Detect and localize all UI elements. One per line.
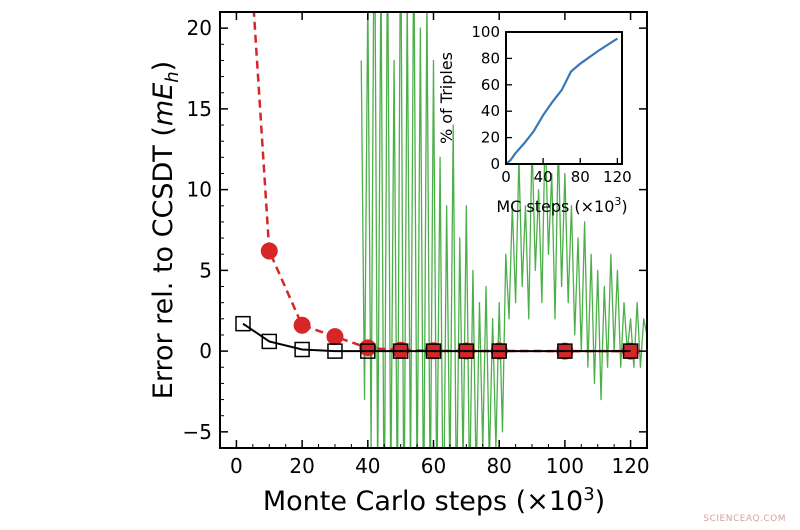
green-trace-layer: [360, 12, 647, 448]
black-square-marker: [425, 343, 442, 359]
main-x-ticks: 0 20 40 60 80 100 120: [219, 12, 650, 478]
inset-x-ticks: 0 40 80 120: [501, 158, 632, 186]
y-tick-label: 15: [187, 97, 212, 121]
y-tick-label: 0: [199, 339, 212, 363]
x-axis-title: Monte Carlo steps (×103): [263, 484, 605, 517]
inset-y-tick-label: 40: [481, 102, 500, 120]
black-square-marker: [327, 343, 343, 359]
y-tick-label: 10: [187, 178, 212, 202]
y-tick-label: −5: [183, 420, 212, 444]
x-tick-label: 60: [421, 454, 446, 478]
black-solid-line: [242, 322, 631, 353]
inset-y-ticks: 0 20 40 60 80 100: [471, 23, 512, 173]
black-square-marker: [622, 343, 639, 359]
x-tick-label: 0: [230, 454, 243, 478]
inset-x-axis-title: MC steps (×103): [496, 195, 627, 216]
inset-x-tick-label: 120: [603, 168, 632, 186]
x-tick-label: 20: [289, 454, 314, 478]
x-tick-label: 100: [546, 454, 584, 478]
black-square-marker: [557, 343, 573, 359]
main-plot: 0 20 40 60 80 100 120 −5 0 5 10 15 20 Monte Carlo s…: [148, 11, 650, 517]
black-square-marker: [491, 343, 507, 359]
x-tick-label: 120: [611, 454, 649, 478]
red-circle-marker: [326, 328, 344, 346]
inset-frame: [505, 31, 623, 165]
black-square-marker: [392, 343, 409, 359]
black-square-marker: [235, 315, 251, 332]
inset-x-tick-label: 0: [501, 168, 511, 186]
x-tick-label: 40: [355, 454, 380, 478]
watermark: SCIENCEAQ.COM: [703, 514, 786, 524]
x-tick-label: 80: [486, 454, 511, 478]
black-square-marker: [294, 341, 310, 358]
red-circle-marker: [260, 242, 278, 260]
black-square-marker: [261, 333, 278, 350]
inset-y-tick-label: 60: [481, 76, 500, 94]
inset-y-axis-title: % of Triples: [437, 52, 456, 144]
inset-triples-line: [505, 37, 618, 165]
inset-x-tick-label: 80: [571, 168, 590, 186]
inset-x-tick-label: 40: [534, 168, 553, 186]
red-circle-marker: [293, 316, 311, 334]
y-tick-label: 5: [199, 258, 212, 282]
y-tick-label: 20: [187, 16, 212, 40]
inset-y-tick-label: 20: [481, 129, 500, 147]
green-trace-line: [360, 12, 647, 448]
black-series-layer: [235, 315, 639, 359]
inset-y-tick-label: 100: [471, 23, 500, 41]
red-circle-marker: [359, 339, 377, 357]
inset-y-tick-label: 80: [481, 49, 500, 67]
inset-y-tick-label: 0: [490, 155, 500, 173]
inset-series-layer: [505, 37, 618, 165]
black-square-marker: [360, 343, 376, 359]
black-square-marker: [458, 343, 475, 359]
inset-plot: 0 40 80 120 0 20 40 60 80 100 MC steps (×103) % …: [437, 23, 632, 216]
y-axis-title: Error rel. to CCSDT (mEh): [148, 61, 183, 399]
main-y-ticks: −5 0 5 10 15 20: [183, 11, 647, 449]
